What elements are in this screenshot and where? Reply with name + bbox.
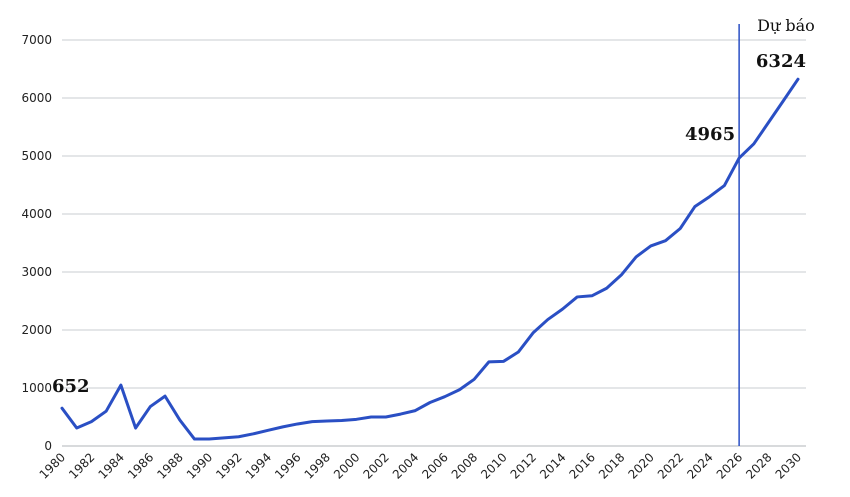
data-label: 4965	[685, 124, 735, 145]
y-tick-label: 1000	[21, 381, 52, 395]
x-axis-tick-labels: 1980198219841986198819901992199419961998…	[37, 450, 804, 481]
x-tick-label: 1980	[37, 450, 68, 481]
forecast-label: Dự báo	[757, 16, 815, 35]
y-tick-label: 2000	[21, 323, 52, 337]
x-tick-label: 1982	[66, 450, 97, 481]
x-tick-label: 2022	[655, 450, 686, 481]
x-tick-label: 1998	[302, 450, 333, 481]
x-tick-label: 2026	[714, 450, 745, 481]
x-tick-label: 1994	[243, 450, 274, 481]
x-tick-label: 1988	[154, 450, 185, 481]
x-tick-label: 1996	[272, 450, 303, 481]
y-tick-label: 6000	[21, 91, 52, 105]
x-tick-label: 2006	[419, 450, 450, 481]
x-tick-label: 2030	[773, 450, 804, 481]
data-label: 6324	[756, 51, 806, 72]
data-label: 652	[52, 376, 90, 397]
y-tick-label: 7000	[21, 33, 52, 47]
x-tick-label: 1984	[96, 450, 127, 481]
x-tick-label: 2020	[625, 450, 656, 481]
y-tick-label: 5000	[21, 149, 52, 163]
x-tick-label: 2018	[596, 450, 627, 481]
x-tick-label: 2024	[684, 450, 715, 481]
x-tick-label: 2010	[478, 450, 509, 481]
x-tick-label: 1992	[213, 450, 244, 481]
x-tick-label: 2012	[508, 450, 539, 481]
y-axis-tick-labels: 0 1000 2000 3000 4000 5000 6000 7000	[21, 33, 52, 453]
y-tick-label: 4000	[21, 207, 52, 221]
x-tick-label: 2008	[449, 450, 480, 481]
x-tick-label: 2000	[331, 450, 362, 481]
x-tick-label: 1990	[184, 450, 215, 481]
y-tick-label: 0	[44, 439, 52, 453]
x-tick-label: 2002	[360, 450, 391, 481]
series-points	[61, 79, 799, 440]
x-tick-label: 2028	[743, 450, 774, 481]
x-tick-label: 2014	[537, 450, 568, 481]
x-tick-label: 1986	[125, 450, 156, 481]
x-tick-label: 2016	[567, 450, 598, 481]
x-tick-label: 2004	[390, 450, 421, 481]
y-tick-label: 3000	[21, 265, 52, 279]
data-labels: 652 4965 6324	[52, 51, 806, 397]
gridlines	[62, 39, 806, 447]
